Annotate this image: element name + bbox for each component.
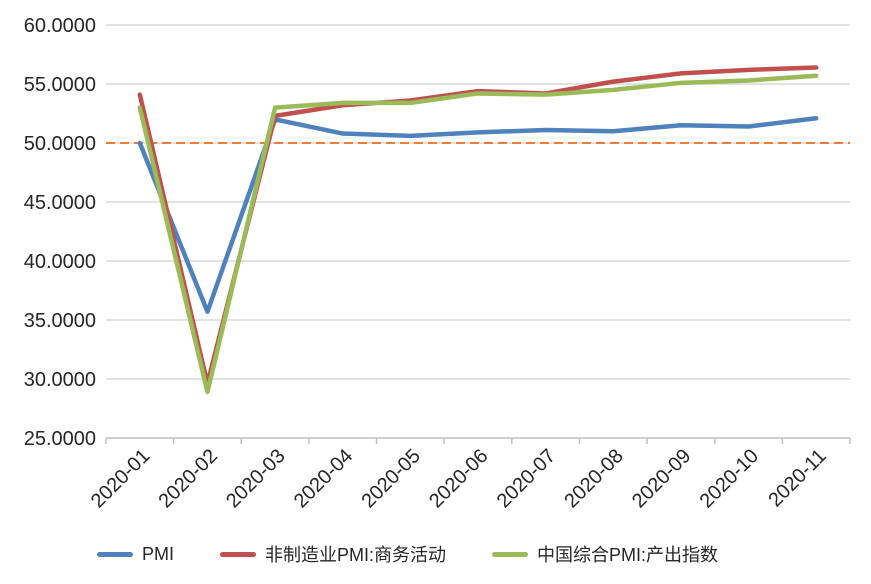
x-tick-label: 2020-06 [425,445,492,512]
legend-item-composite-pmi: 中国综合PMI:产出指数 [492,541,718,567]
legend-item-pmi: PMI [96,543,174,565]
legend-item-non-manufacturing-pmi: 非制造业PMI:商务活动 [219,541,446,567]
x-tick-label: 2020-05 [357,445,424,512]
x-tick-label: 2020-10 [696,445,763,512]
legend-swatch-pmi [96,551,133,557]
y-tick-label: 55.0000 [24,74,96,96]
y-tick-label: 60.0000 [24,15,96,37]
x-tick-label: 2020-04 [290,445,357,512]
series-line-pmi [137,115,819,314]
x-tick-label: 2020-01 [87,445,154,512]
y-tick-label: 30.0000 [24,369,96,391]
x-tick-label: 2020-08 [560,445,627,512]
legend-swatch-non-manufacturing-pmi [219,551,256,557]
x-tick-label: 2020-07 [493,445,560,512]
y-tick-label: 50.0000 [24,133,96,155]
x-tick-label: 2020-02 [155,445,222,512]
x-tick-label: 2020-03 [222,445,289,512]
series-line-non-manufacturing-pmi [137,65,819,386]
x-tick-label: 2020-09 [628,445,695,512]
legend-label-non-manufacturing-pmi: 非制造业PMI:商务活动 [264,545,446,565]
chart-plot-area: 60.0000 55.0000 50.0000 45.0000 40.0000 35.00… [24,15,851,512]
chart-legend: PMI 非制造业PMI:商务活动 中国综合PMI:产出指数 [0,541,843,567]
y-tick-label: 40.0000 [24,251,96,273]
legend-swatch-composite-pmi [492,551,528,557]
legend-label-pmi: PMI [141,543,174,564]
y-tick-label: 45.0000 [24,192,96,214]
series-line-composite-pmi [137,73,819,395]
legend-label-composite-pmi: 中国综合PMI:产出指数 [537,545,719,565]
y-tick-label: 35.0000 [24,310,96,332]
y-tick-label: 25.0000 [24,428,96,450]
x-tick-label: 2020-11 [764,445,830,511]
